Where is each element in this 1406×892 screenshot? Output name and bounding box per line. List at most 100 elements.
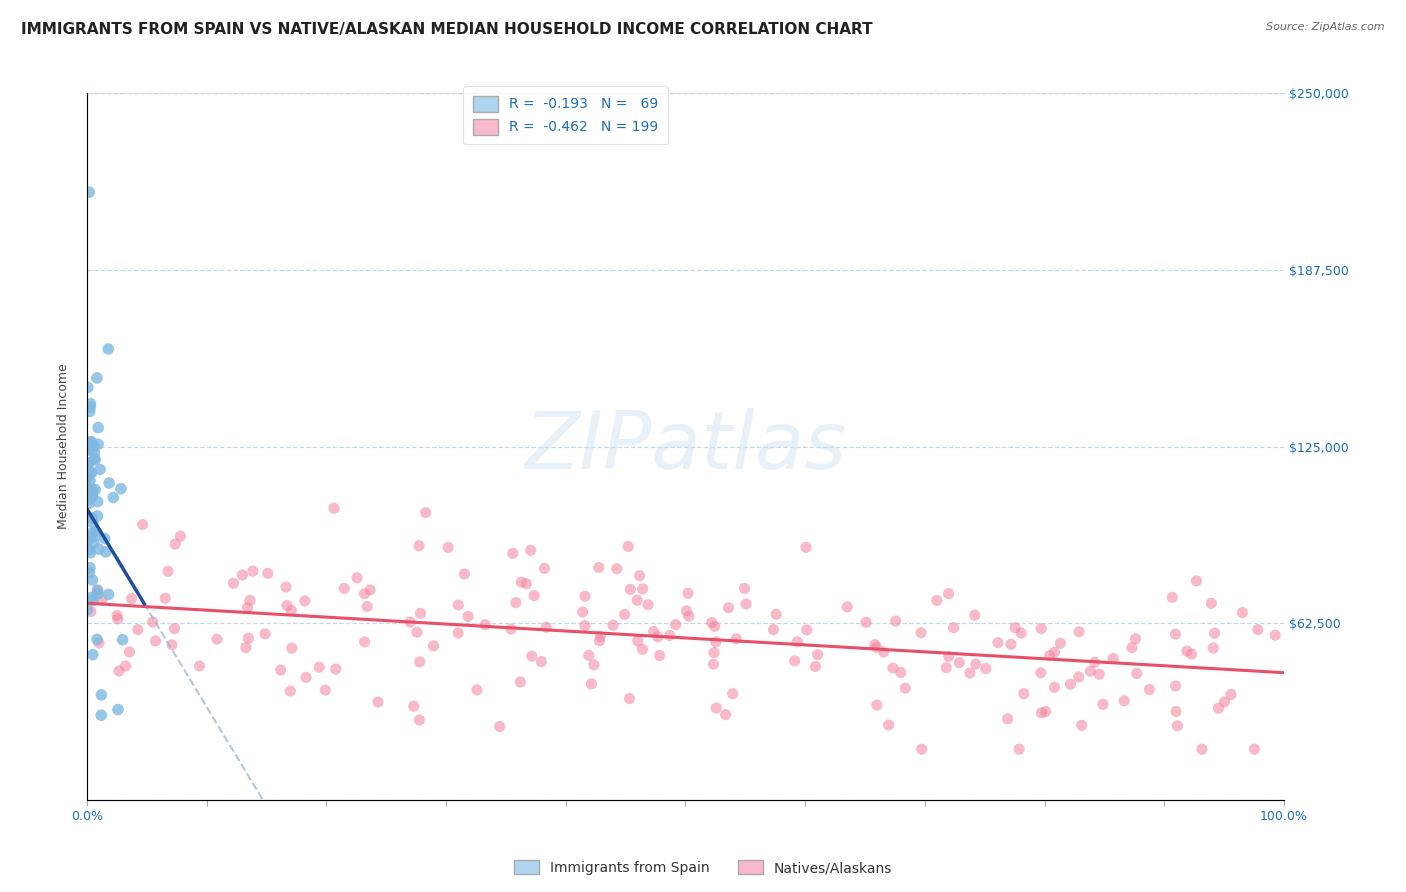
- Point: [1035, 705, 1057, 719]
- Point: [884, 614, 907, 628]
- Point: [1084, 655, 1107, 669]
- Point: [408, 713, 430, 727]
- Point: [165, 537, 187, 551]
- Point: [82, 573, 104, 587]
- Point: [530, 655, 553, 669]
- Point: [79, 397, 101, 411]
- Point: [127, 623, 149, 637]
- Point: [308, 660, 330, 674]
- Point: [453, 566, 475, 581]
- Point: [702, 657, 724, 672]
- Point: [79, 434, 101, 449]
- Point: [894, 681, 917, 696]
- Point: [274, 580, 297, 594]
- Point: [704, 701, 727, 715]
- Point: [83, 445, 105, 459]
- Point: [87, 636, 110, 650]
- Point: [155, 591, 177, 606]
- Point: [533, 561, 555, 575]
- Point: [110, 482, 132, 496]
- Point: [222, 576, 245, 591]
- Point: [83, 440, 105, 454]
- Point: [676, 586, 699, 600]
- Point: [254, 627, 277, 641]
- Point: [721, 687, 744, 701]
- Point: [704, 635, 727, 649]
- Point: [700, 615, 723, 630]
- Point: [1008, 742, 1031, 756]
- Point: [703, 646, 725, 660]
- Point: [866, 698, 889, 712]
- Point: [314, 683, 336, 698]
- Point: [1164, 627, 1187, 641]
- Point: [1164, 679, 1187, 693]
- Point: [935, 661, 957, 675]
- Point: [1114, 694, 1136, 708]
- Y-axis label: Median Household Income: Median Household Income: [58, 364, 70, 530]
- Point: [82, 593, 104, 607]
- Point: [890, 665, 912, 680]
- Point: [520, 649, 543, 664]
- Point: [1043, 645, 1066, 659]
- Point: [1247, 623, 1270, 637]
- Point: [111, 632, 134, 647]
- Point: [118, 645, 141, 659]
- Point: [97, 587, 120, 601]
- Point: [1213, 695, 1236, 709]
- Point: [536, 620, 558, 634]
- Point: [346, 571, 368, 585]
- Point: [90, 688, 112, 702]
- Point: [77, 456, 100, 470]
- Point: [1067, 670, 1090, 684]
- Point: [76, 458, 98, 472]
- Point: [89, 462, 111, 476]
- Point: [1208, 701, 1230, 715]
- Point: [87, 437, 110, 451]
- Point: [83, 451, 105, 466]
- Point: [1125, 632, 1147, 646]
- Point: [402, 699, 425, 714]
- Point: [80, 511, 103, 525]
- Point: [359, 582, 381, 597]
- Point: [1185, 574, 1208, 588]
- Point: [1029, 665, 1052, 680]
- Point: [1164, 705, 1187, 719]
- Point: [1219, 688, 1241, 702]
- Point: [1181, 647, 1204, 661]
- Point: [86, 508, 108, 523]
- Point: [1010, 626, 1032, 640]
- Point: [83, 536, 105, 550]
- Point: [169, 529, 191, 543]
- Point: [1161, 591, 1184, 605]
- Point: [735, 597, 758, 611]
- Point: [1121, 640, 1143, 655]
- Point: [295, 670, 318, 684]
- Point: [79, 546, 101, 560]
- Point: [278, 684, 301, 698]
- Point: [658, 629, 681, 643]
- Point: [408, 655, 430, 669]
- Point: [1069, 624, 1091, 639]
- Point: [762, 623, 785, 637]
- Point: [77, 543, 100, 558]
- Point: [578, 648, 600, 663]
- Point: [474, 617, 496, 632]
- Point: [79, 437, 101, 451]
- Point: [83, 529, 105, 543]
- Point: [574, 618, 596, 632]
- Point: [1102, 651, 1125, 665]
- Point: [703, 619, 725, 633]
- Point: [714, 707, 737, 722]
- Point: [257, 566, 280, 581]
- Point: [1049, 636, 1071, 650]
- Point: [90, 593, 112, 607]
- Point: [114, 659, 136, 673]
- Point: [804, 659, 827, 673]
- Point: [86, 371, 108, 385]
- Point: [948, 656, 970, 670]
- Point: [987, 636, 1010, 650]
- Point: [1202, 641, 1225, 656]
- Point: [79, 566, 101, 580]
- Point: [613, 607, 636, 622]
- Point: [77, 443, 100, 458]
